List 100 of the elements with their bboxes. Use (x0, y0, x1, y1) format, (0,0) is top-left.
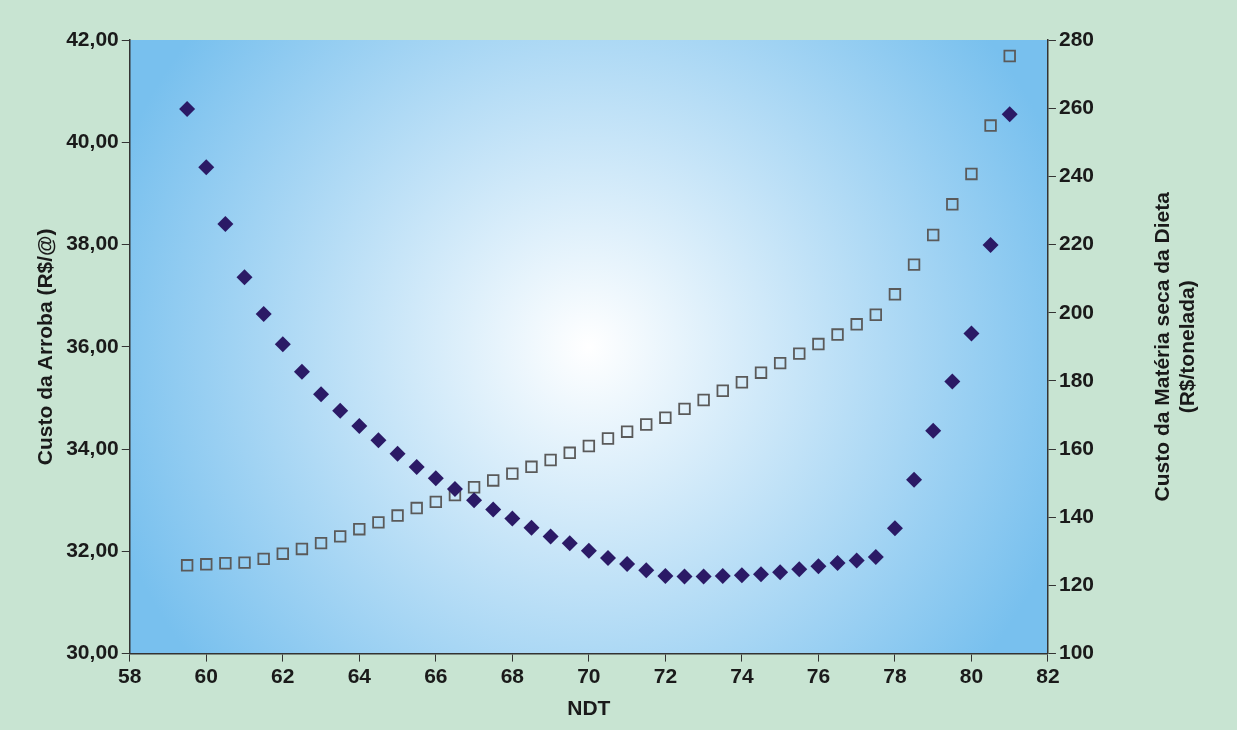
point (638, 562, 655, 579)
y2-tick-label: 180 (1058, 367, 1095, 391)
point (429, 495, 443, 509)
point (829, 555, 846, 572)
point (466, 492, 483, 509)
point (180, 559, 194, 572)
point (599, 549, 616, 566)
point (982, 237, 999, 254)
point (620, 425, 634, 438)
point (753, 566, 770, 583)
y2-tick-label: 160 (1058, 435, 1095, 459)
point (236, 269, 253, 286)
x-tick-label: 60 (194, 664, 218, 687)
y-tick-label: 38,00 (66, 231, 119, 255)
y-tick-label: 30,00 (66, 640, 119, 664)
point (733, 567, 750, 584)
y2-tick-label: 260 (1058, 94, 1095, 118)
point (293, 363, 310, 380)
point (391, 509, 404, 522)
point (427, 470, 444, 487)
point (1001, 106, 1018, 123)
point (255, 306, 272, 323)
x-tick-label: 70 (577, 664, 601, 687)
point (276, 547, 289, 560)
point (200, 558, 213, 571)
point (965, 167, 978, 181)
point (448, 488, 462, 502)
point (601, 432, 615, 445)
x-tick-label: 74 (730, 664, 754, 687)
point (772, 564, 789, 581)
point (886, 520, 903, 537)
x-tick-label: 78 (883, 664, 907, 687)
point (544, 453, 557, 467)
point (351, 418, 368, 435)
point (640, 418, 653, 431)
point (542, 528, 559, 545)
point (697, 393, 710, 407)
point (219, 557, 232, 570)
y-tick-label: 32,00 (66, 538, 119, 562)
point (525, 460, 538, 473)
point (353, 522, 366, 536)
point (563, 446, 576, 460)
point (580, 542, 597, 559)
y2-tick-label: 100 (1058, 640, 1095, 664)
point (217, 216, 234, 233)
point (676, 568, 693, 585)
point (487, 474, 500, 487)
point (657, 567, 674, 584)
point (561, 535, 578, 552)
point (372, 516, 385, 529)
point (659, 411, 672, 424)
point (333, 530, 347, 543)
point (619, 556, 636, 573)
point (754, 366, 768, 379)
point (791, 561, 808, 578)
x-tick-label: 72 (653, 664, 678, 687)
point (944, 373, 961, 390)
x-tick-label: 58 (118, 664, 142, 687)
point (812, 337, 825, 351)
point (198, 159, 215, 176)
point (946, 198, 959, 211)
point (888, 288, 902, 301)
x-tick-label: 82 (1036, 664, 1060, 687)
point (370, 432, 387, 449)
y-tick-label: 34,00 (66, 435, 119, 459)
point (389, 445, 406, 462)
point (867, 548, 884, 565)
y2-tick-label: 240 (1058, 163, 1095, 187)
point (735, 376, 749, 389)
point (963, 325, 980, 342)
x-tick-label: 80 (959, 664, 984, 687)
point (906, 471, 923, 488)
x-tick-label: 64 (347, 664, 372, 687)
point (408, 458, 425, 475)
point (984, 119, 997, 132)
y-axis-title: Custo da Arroba (R$/@) (33, 228, 57, 466)
point (926, 228, 940, 242)
point (831, 328, 844, 341)
x-tick-label: 76 (806, 664, 831, 687)
point (410, 501, 423, 515)
point (504, 510, 521, 527)
point (907, 258, 921, 271)
point (506, 467, 519, 480)
point (485, 501, 502, 518)
y-tick-label: 40,00 (66, 129, 119, 153)
y2-axis-title: Custo da Matéria seca da Dieta (R$/tonelada) (1149, 191, 1198, 502)
point (1003, 49, 1016, 63)
y-tick-label: 36,00 (66, 333, 119, 357)
y-tick-label: 42,00 (66, 26, 119, 50)
point (850, 318, 863, 331)
y2-tick-label: 280 (1058, 26, 1095, 50)
point (523, 519, 540, 536)
x-axis-title: NDT (567, 696, 611, 720)
point (793, 347, 806, 360)
point (678, 402, 691, 416)
point (295, 542, 309, 556)
point (773, 356, 787, 370)
y2-tick-label: 200 (1058, 299, 1095, 323)
y2-tick-label: 120 (1058, 572, 1095, 596)
point (869, 308, 882, 321)
